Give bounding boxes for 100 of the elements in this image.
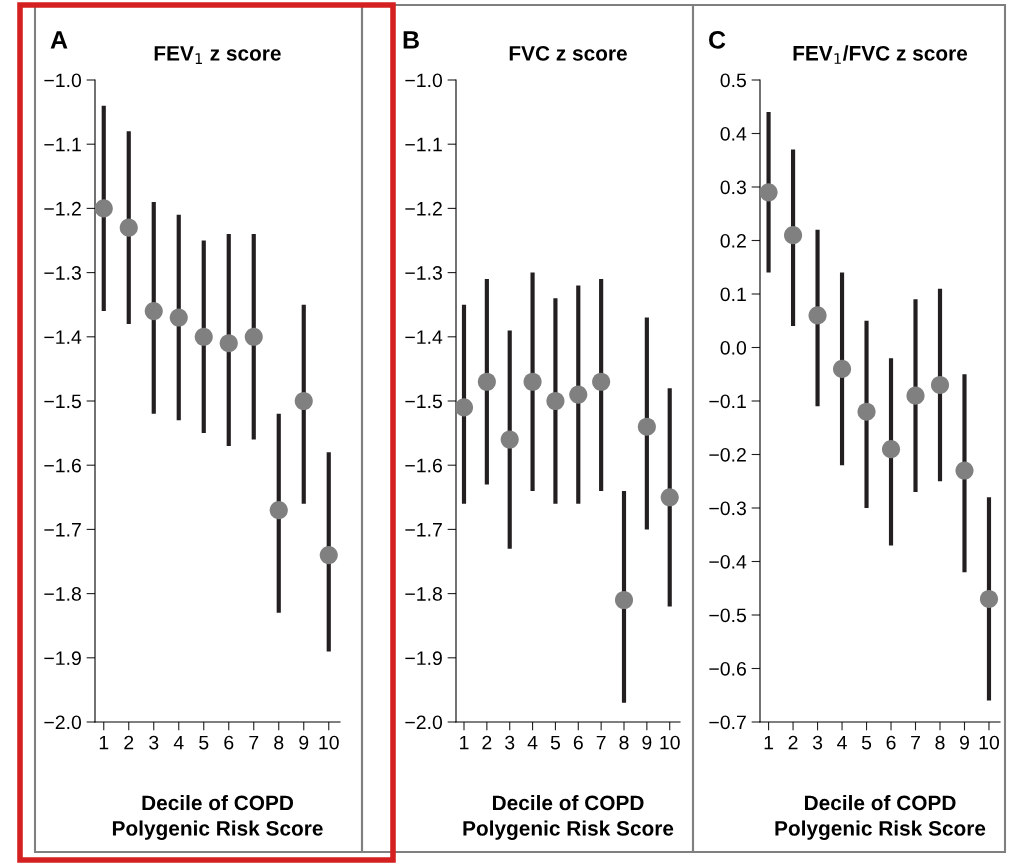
x-tick-label: 3 bbox=[149, 735, 159, 750]
point bbox=[832, 359, 852, 378]
x-tick-label: 4 bbox=[173, 735, 184, 750]
y-tick-label: 0.2 bbox=[720, 233, 746, 248]
y-tick-label: −1.0 bbox=[44, 73, 82, 88]
y-tick-label: −1.7 bbox=[44, 523, 81, 537]
point bbox=[546, 391, 565, 411]
point bbox=[808, 306, 827, 325]
y-tick-label: −1.4 bbox=[44, 330, 82, 344]
point bbox=[614, 590, 634, 610]
point bbox=[569, 385, 588, 404]
point bbox=[760, 183, 778, 202]
x-tick-label: 10 bbox=[660, 735, 680, 750]
y-tick-label: −0.1 bbox=[709, 394, 746, 409]
chart-title: FEV$_{1}$/FVC z score bbox=[793, 45, 968, 64]
x-tick-label: 9 bbox=[642, 735, 652, 750]
y-tick-label: −0.4 bbox=[709, 554, 747, 569]
y-tick-label: −1.0 bbox=[405, 73, 443, 88]
y-tick-label: −1.5 bbox=[44, 394, 81, 409]
text: C bbox=[709, 31, 726, 49]
x-axis-title: Decile of COPD Polygenic Risk Score bbox=[775, 794, 986, 840]
point bbox=[523, 372, 542, 391]
x-axis-title: Decile of COPD Polygenic Risk Score bbox=[463, 794, 674, 840]
point bbox=[456, 398, 474, 417]
point bbox=[319, 546, 338, 565]
x-tick-label: 2 bbox=[482, 735, 492, 750]
x-tick-label: 4 bbox=[527, 735, 538, 750]
x-tick-label: 3 bbox=[812, 735, 823, 750]
x-tick-label: 1 bbox=[764, 735, 774, 750]
y-tick-label: 0.1 bbox=[720, 287, 746, 302]
y-tick-label: −0.7 bbox=[709, 715, 746, 730]
x-tick-label: 9 bbox=[299, 735, 309, 750]
point bbox=[144, 302, 163, 321]
point bbox=[660, 488, 679, 507]
point bbox=[592, 372, 611, 391]
x-tick-label: 10 bbox=[319, 735, 339, 750]
chart-title: FEV$_{1}$ z score bbox=[154, 46, 281, 64]
y-tick-label: −1.3 bbox=[405, 266, 442, 280]
x-tick-label: 5 bbox=[199, 735, 209, 750]
y-tick-label: −1.9 bbox=[405, 651, 442, 666]
point bbox=[955, 461, 974, 480]
x-tick-label: 4 bbox=[837, 735, 847, 750]
point bbox=[294, 391, 313, 411]
x-tick-label: 7 bbox=[911, 735, 920, 750]
y-tick-label: −1.6 bbox=[44, 458, 81, 473]
y-tick-label: −1.6 bbox=[405, 458, 442, 473]
x-tick-label: 7 bbox=[596, 735, 606, 750]
y-tick-label: −1.4 bbox=[405, 330, 443, 344]
y-tick-label: −0.6 bbox=[709, 661, 746, 676]
y-tick-label: 0.0 bbox=[720, 340, 747, 355]
chart-title: FVC z score bbox=[509, 46, 627, 61]
x-tick-label: 2 bbox=[788, 735, 798, 750]
x-tick-label: 6 bbox=[573, 735, 583, 750]
text: A bbox=[50, 31, 68, 49]
y-tick-label: −2.0 bbox=[405, 715, 443, 730]
point bbox=[119, 218, 138, 237]
x-tick-label: 8 bbox=[935, 735, 945, 750]
y-tick-label: −1.8 bbox=[44, 587, 81, 601]
point bbox=[784, 226, 803, 245]
x-tick-label: 1 bbox=[460, 735, 469, 750]
x-tick-label: 8 bbox=[619, 735, 629, 750]
y-tick-label: −1.1 bbox=[405, 137, 442, 152]
x-tick-label: 8 bbox=[274, 735, 284, 750]
y-tick-label: −1.1 bbox=[44, 137, 81, 152]
y-tick-label: −0.2 bbox=[709, 447, 746, 462]
point bbox=[477, 372, 496, 391]
point bbox=[979, 589, 999, 608]
y-tick-label: −1.8 bbox=[405, 587, 442, 601]
point bbox=[169, 308, 188, 327]
x-tick-label: 6 bbox=[224, 735, 234, 750]
y-tick-label: −2.0 bbox=[44, 715, 82, 730]
y-tick-label: 0.3 bbox=[720, 180, 746, 195]
point bbox=[857, 402, 876, 421]
x-tick-label: 6 bbox=[886, 735, 896, 750]
x-tick-label: 3 bbox=[505, 735, 515, 750]
point bbox=[269, 501, 288, 520]
x-tick-label: 5 bbox=[550, 735, 561, 750]
x-axis-title: Decile of COPD Polygenic Risk Score bbox=[112, 794, 323, 840]
text: B bbox=[403, 31, 419, 49]
y-tick-label: 0.5 bbox=[720, 73, 746, 88]
point bbox=[95, 199, 113, 218]
point bbox=[637, 417, 656, 436]
y-tick-label: −1.2 bbox=[405, 201, 442, 216]
x-tick-label: 5 bbox=[861, 735, 872, 750]
point bbox=[500, 430, 519, 449]
y-tick-label: −1.7 bbox=[405, 523, 442, 537]
y-tick-label: −1.9 bbox=[44, 651, 81, 666]
x-tick-label: 9 bbox=[959, 735, 969, 750]
point bbox=[244, 327, 263, 346]
point bbox=[194, 327, 213, 346]
y-tick-label: −1.5 bbox=[405, 394, 442, 409]
x-tick-label: 7 bbox=[249, 735, 259, 750]
x-tick-label: 10 bbox=[979, 735, 1000, 750]
x-tick-label: 1 bbox=[99, 735, 109, 750]
y-tick-label: −1.3 bbox=[44, 266, 81, 280]
y-tick-label: 0.4 bbox=[720, 126, 747, 141]
y-tick-label: −0.5 bbox=[709, 608, 746, 623]
y-tick-label: −1.2 bbox=[44, 201, 81, 216]
point bbox=[881, 440, 901, 459]
y-tick-label: −0.3 bbox=[709, 501, 746, 516]
